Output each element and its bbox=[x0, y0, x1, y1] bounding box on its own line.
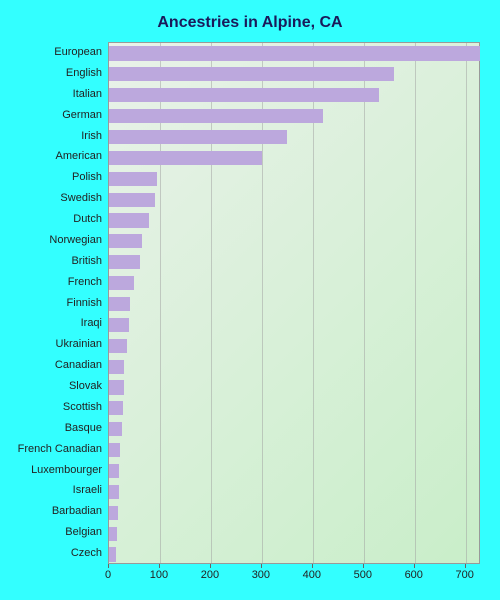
bar bbox=[109, 46, 480, 60]
x-tick-label: 500 bbox=[343, 569, 383, 581]
bar bbox=[109, 422, 122, 436]
grid-line bbox=[364, 43, 365, 563]
bar bbox=[109, 130, 287, 144]
bar bbox=[109, 527, 117, 541]
y-category-label: Barbadian bbox=[0, 501, 102, 522]
x-tick bbox=[261, 564, 262, 568]
x-tick-label: 400 bbox=[292, 569, 332, 581]
y-category-label: Czech bbox=[0, 543, 102, 564]
page-root: Ancestries in Alpine, CA City-Data.com 0… bbox=[0, 0, 500, 600]
y-category-label: Belgian bbox=[0, 522, 102, 543]
y-category-label: French Canadian bbox=[0, 439, 102, 460]
bar bbox=[109, 318, 129, 332]
x-tick-label: 0 bbox=[88, 569, 128, 581]
bar bbox=[109, 506, 118, 520]
y-category-label: Ukrainian bbox=[0, 334, 102, 355]
bar bbox=[109, 151, 262, 165]
bar bbox=[109, 255, 140, 269]
y-category-label: European bbox=[0, 42, 102, 63]
bar bbox=[109, 547, 116, 561]
y-category-label: French bbox=[0, 272, 102, 293]
bar bbox=[109, 339, 127, 353]
y-category-label: Slovak bbox=[0, 376, 102, 397]
y-category-label: Norwegian bbox=[0, 230, 102, 251]
y-category-label: Canadian bbox=[0, 355, 102, 376]
bar bbox=[109, 401, 123, 415]
bar bbox=[109, 193, 155, 207]
y-category-label: Swedish bbox=[0, 188, 102, 209]
bar bbox=[109, 172, 157, 186]
y-category-label: Basque bbox=[0, 418, 102, 439]
bar bbox=[109, 360, 124, 374]
bar bbox=[109, 213, 149, 227]
bar bbox=[109, 234, 142, 248]
x-tick bbox=[312, 564, 313, 568]
y-category-label: Finnish bbox=[0, 293, 102, 314]
y-category-label: Israeli bbox=[0, 480, 102, 501]
x-tick-label: 600 bbox=[394, 569, 434, 581]
x-tick bbox=[159, 564, 160, 568]
y-category-label: British bbox=[0, 251, 102, 272]
y-category-label: American bbox=[0, 146, 102, 167]
y-category-label: Italian bbox=[0, 84, 102, 105]
y-category-label: Iraqi bbox=[0, 313, 102, 334]
x-tick bbox=[414, 564, 415, 568]
grid-line bbox=[415, 43, 416, 563]
y-category-label: German bbox=[0, 105, 102, 126]
x-tick bbox=[108, 564, 109, 568]
y-category-label: Dutch bbox=[0, 209, 102, 230]
x-tick bbox=[363, 564, 364, 568]
y-category-label: Polish bbox=[0, 167, 102, 188]
bar bbox=[109, 297, 130, 311]
y-category-label: Scottish bbox=[0, 397, 102, 418]
plot-area bbox=[108, 42, 480, 564]
bar bbox=[109, 464, 119, 478]
grid-line bbox=[466, 43, 467, 563]
x-tick-label: 700 bbox=[445, 569, 485, 581]
bar bbox=[109, 380, 124, 394]
bar bbox=[109, 67, 394, 81]
bar bbox=[109, 88, 379, 102]
y-category-label: English bbox=[0, 63, 102, 84]
y-category-label: Luxembourger bbox=[0, 460, 102, 481]
bar bbox=[109, 485, 119, 499]
x-tick bbox=[210, 564, 211, 568]
bar bbox=[109, 443, 120, 457]
x-tick-label: 200 bbox=[190, 569, 230, 581]
x-tick-label: 300 bbox=[241, 569, 281, 581]
x-tick bbox=[465, 564, 466, 568]
bar bbox=[109, 109, 323, 123]
chart-title: Ancestries in Alpine, CA bbox=[0, 14, 500, 32]
bar bbox=[109, 276, 134, 290]
x-tick-label: 100 bbox=[139, 569, 179, 581]
y-category-label: Irish bbox=[0, 126, 102, 147]
